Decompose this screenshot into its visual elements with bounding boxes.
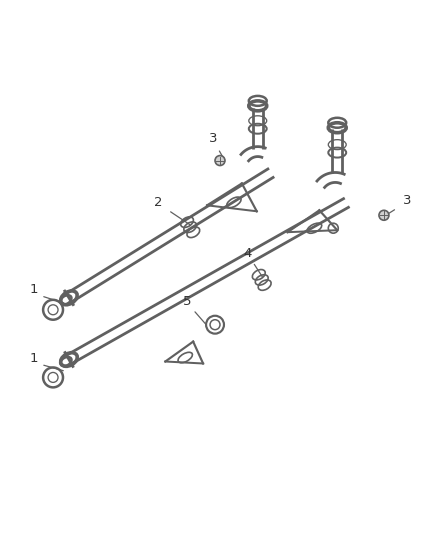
Text: 5: 5	[183, 295, 191, 308]
Text: 2: 2	[154, 196, 162, 209]
Text: 4: 4	[244, 247, 252, 260]
Text: 1: 1	[30, 352, 39, 365]
Text: 3: 3	[403, 194, 411, 207]
Ellipse shape	[215, 156, 225, 166]
Ellipse shape	[379, 211, 389, 220]
Text: 3: 3	[209, 132, 217, 145]
Text: 1: 1	[30, 284, 39, 296]
